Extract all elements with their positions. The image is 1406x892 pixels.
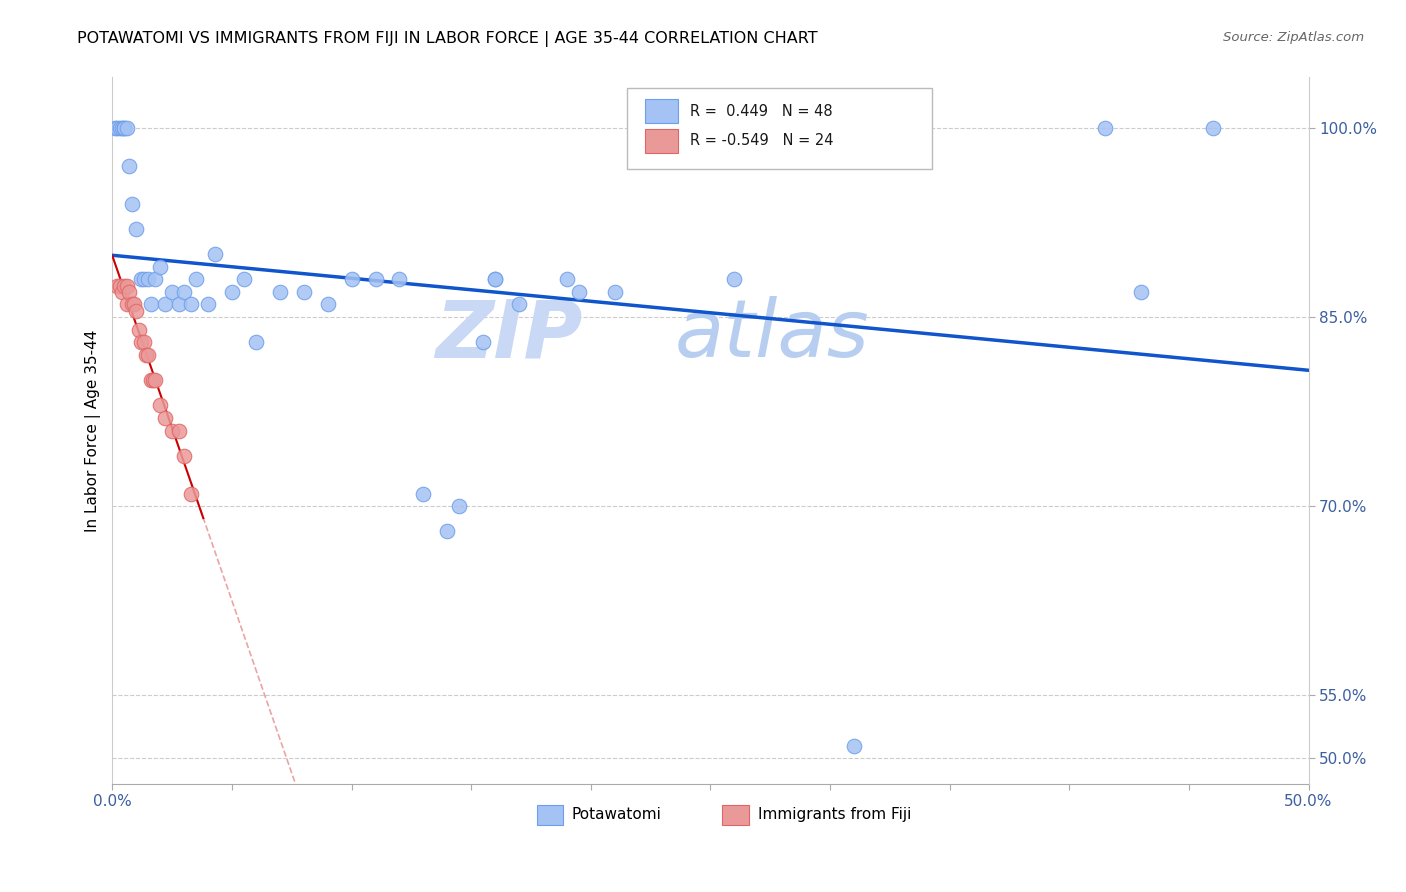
Point xyxy=(112,120,135,135)
Point xyxy=(364,272,387,286)
Point xyxy=(149,260,172,274)
Point xyxy=(139,373,162,387)
Point xyxy=(842,739,865,753)
Point xyxy=(149,398,172,412)
Point xyxy=(125,221,148,235)
Point xyxy=(125,303,148,318)
Point xyxy=(136,348,159,362)
Point xyxy=(136,272,159,286)
Text: POTAWATOMI VS IMMIGRANTS FROM FIJI IN LABOR FORCE | AGE 35-44 CORRELATION CHART: POTAWATOMI VS IMMIGRANTS FROM FIJI IN LA… xyxy=(77,31,818,47)
Point xyxy=(153,297,176,311)
Point xyxy=(1202,120,1225,135)
Point xyxy=(603,285,626,299)
Bar xyxy=(723,805,749,824)
Point xyxy=(436,524,458,539)
Point xyxy=(169,297,191,311)
Text: atlas: atlas xyxy=(675,296,869,375)
Bar xyxy=(645,129,678,153)
Point xyxy=(122,297,145,311)
Point xyxy=(388,272,411,286)
Point xyxy=(723,272,745,286)
Point xyxy=(340,272,363,286)
Point xyxy=(132,335,155,350)
Point xyxy=(111,285,134,299)
Point xyxy=(112,278,135,293)
Point xyxy=(115,278,138,293)
Bar xyxy=(537,805,564,824)
Point xyxy=(160,424,183,438)
Point xyxy=(121,297,143,311)
Point xyxy=(128,323,150,337)
Point xyxy=(145,272,167,286)
Point xyxy=(484,272,506,286)
Point xyxy=(173,285,195,299)
Point xyxy=(118,159,141,173)
Point xyxy=(115,297,138,311)
Point xyxy=(139,297,162,311)
Point xyxy=(121,196,143,211)
Point xyxy=(186,272,208,286)
Point xyxy=(105,278,128,293)
Point xyxy=(568,285,591,299)
Point xyxy=(115,120,138,135)
Point xyxy=(160,285,183,299)
Point xyxy=(555,272,578,286)
Point xyxy=(112,120,135,135)
Point xyxy=(233,272,256,286)
Point xyxy=(245,335,267,350)
Point xyxy=(508,297,530,311)
Point xyxy=(197,297,219,311)
Point xyxy=(104,120,127,135)
Point xyxy=(180,486,202,500)
Point xyxy=(484,272,506,286)
Point xyxy=(153,411,176,425)
Point xyxy=(118,285,141,299)
Point xyxy=(180,297,202,311)
Point xyxy=(173,449,195,463)
Point xyxy=(412,486,434,500)
Point xyxy=(221,285,243,299)
Text: ZIP: ZIP xyxy=(436,296,582,375)
Bar xyxy=(645,99,678,123)
Text: Potawatomi: Potawatomi xyxy=(572,807,662,822)
Text: R = -0.549   N = 24: R = -0.549 N = 24 xyxy=(690,134,834,148)
Point xyxy=(129,272,152,286)
Point xyxy=(316,297,339,311)
Text: R =  0.449   N = 48: R = 0.449 N = 48 xyxy=(690,103,832,119)
Point xyxy=(269,285,291,299)
Point xyxy=(449,499,471,513)
Y-axis label: In Labor Force | Age 35-44: In Labor Force | Age 35-44 xyxy=(86,329,101,532)
FancyBboxPatch shape xyxy=(627,88,932,169)
Text: Immigrants from Fiji: Immigrants from Fiji xyxy=(758,807,911,822)
Point xyxy=(145,373,167,387)
Point xyxy=(108,278,131,293)
Point xyxy=(472,335,495,350)
Point xyxy=(292,285,315,299)
Text: Source: ZipAtlas.com: Source: ZipAtlas.com xyxy=(1223,31,1364,45)
Point xyxy=(1094,120,1116,135)
Point xyxy=(105,120,128,135)
Point xyxy=(108,120,131,135)
Point xyxy=(204,247,226,261)
Point xyxy=(169,424,191,438)
Point xyxy=(129,335,152,350)
Point xyxy=(142,373,165,387)
Point xyxy=(1130,285,1153,299)
Point xyxy=(111,120,134,135)
Point xyxy=(135,348,157,362)
Point xyxy=(132,272,155,286)
